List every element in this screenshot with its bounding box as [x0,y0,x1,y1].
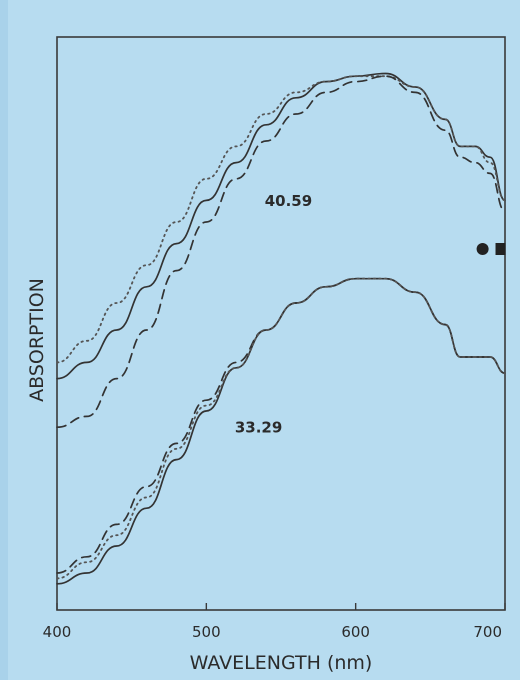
circle-marker [476,243,489,255]
series-upper-dashed-line [56,75,506,429]
x-tick-label-600: 600 [341,623,370,641]
x-tick-label-400: 400 [43,623,72,641]
series-upper-solid-line [56,72,506,380]
x-axis-title: WAVELENGTH (nm) [190,652,373,674]
series-upper-dotted-line [56,75,506,364]
plot-frame [56,36,506,611]
marker-layer [476,243,506,255]
square-marker [495,243,506,255]
annotation-layer: 40.59 33.29 [235,192,312,437]
y-axis-title: ABSORPTION [26,278,48,402]
series-layer [56,72,506,585]
annotation-upper: 40.59 [265,192,312,210]
series-lower-dotted-line [56,277,506,580]
x-tick-label-700: 700 [473,623,502,641]
x-tick-label-500: 500 [192,623,221,641]
annotation-lower: 33.29 [235,419,282,437]
x-tick-layer: 400 500 600 700 [43,603,506,641]
